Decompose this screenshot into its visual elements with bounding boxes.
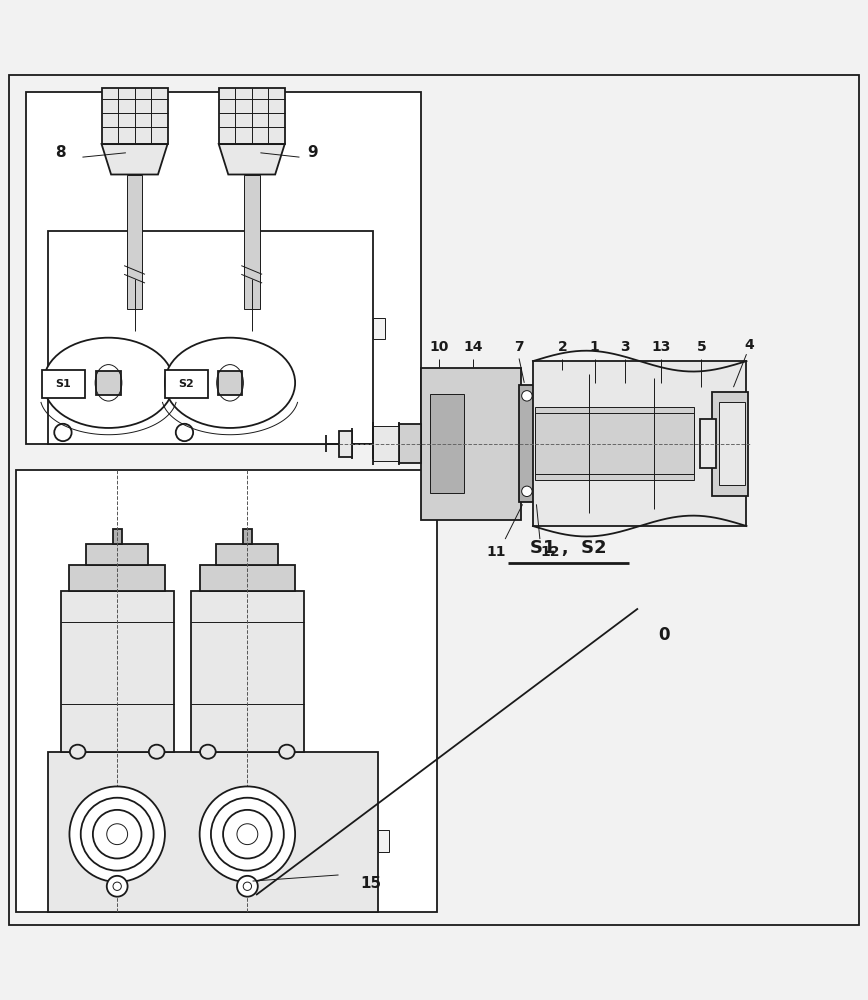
Ellipse shape (148, 745, 165, 759)
Bar (69, 565, 165, 591)
Bar (48, 231, 373, 444)
Bar (399, 424, 421, 463)
Bar (218, 371, 242, 395)
Text: 0: 0 (658, 626, 670, 644)
Bar (378, 830, 389, 852)
Bar (535, 413, 694, 474)
Ellipse shape (200, 745, 215, 759)
Ellipse shape (211, 798, 284, 871)
Polygon shape (102, 144, 168, 174)
Bar (48, 752, 378, 912)
Bar (244, 175, 260, 309)
Text: 8: 8 (56, 145, 66, 160)
Ellipse shape (165, 338, 295, 428)
Text: 5: 5 (696, 340, 707, 354)
Ellipse shape (237, 824, 258, 845)
Text: 13: 13 (652, 340, 671, 354)
Text: 10: 10 (430, 340, 449, 354)
Bar (373, 318, 385, 339)
Bar (712, 392, 748, 496)
Bar (216, 544, 279, 565)
Bar (113, 529, 122, 544)
Text: 11: 11 (487, 545, 506, 559)
Text: 12: 12 (541, 545, 560, 559)
Text: S1: S1 (56, 379, 71, 389)
Ellipse shape (54, 424, 72, 441)
Ellipse shape (237, 876, 258, 897)
Bar (96, 371, 121, 395)
Text: 9: 9 (307, 145, 318, 160)
Ellipse shape (69, 786, 165, 882)
Ellipse shape (223, 810, 272, 858)
Ellipse shape (522, 391, 532, 401)
Text: 1: 1 (589, 340, 600, 354)
Bar (200, 565, 295, 591)
Ellipse shape (93, 810, 141, 858)
Bar (16, 470, 437, 912)
Ellipse shape (81, 798, 154, 871)
Text: 14: 14 (464, 340, 483, 354)
Ellipse shape (279, 745, 294, 759)
Bar (535, 407, 694, 480)
Bar (421, 368, 521, 520)
Bar (61, 591, 174, 752)
Text: 3: 3 (620, 340, 630, 354)
Text: 7: 7 (514, 340, 524, 354)
Bar (86, 544, 148, 565)
Ellipse shape (175, 424, 194, 441)
Text: 4: 4 (744, 338, 754, 352)
Bar (127, 175, 142, 309)
Bar (102, 88, 168, 144)
Bar (719, 402, 745, 485)
Text: 2: 2 (557, 340, 568, 354)
Ellipse shape (107, 876, 128, 897)
Bar (42, 370, 85, 398)
Ellipse shape (200, 786, 295, 882)
Bar (165, 370, 208, 398)
Ellipse shape (107, 824, 128, 845)
Ellipse shape (70, 745, 85, 759)
Text: S1 ,  S2: S1 , S2 (530, 539, 607, 557)
Text: S2: S2 (179, 379, 194, 389)
Bar (219, 88, 285, 144)
Ellipse shape (43, 338, 174, 428)
Text: 15: 15 (360, 876, 381, 891)
Bar (535, 428, 694, 459)
Bar (339, 431, 352, 457)
Bar (430, 394, 464, 493)
Ellipse shape (243, 882, 252, 890)
Ellipse shape (522, 486, 532, 497)
Bar (519, 385, 535, 502)
Bar (700, 419, 716, 468)
Ellipse shape (113, 882, 122, 890)
Polygon shape (219, 144, 285, 174)
Bar (373, 426, 399, 461)
Bar (26, 92, 421, 444)
Bar (191, 591, 304, 752)
Bar (533, 361, 746, 526)
Bar (243, 529, 252, 544)
